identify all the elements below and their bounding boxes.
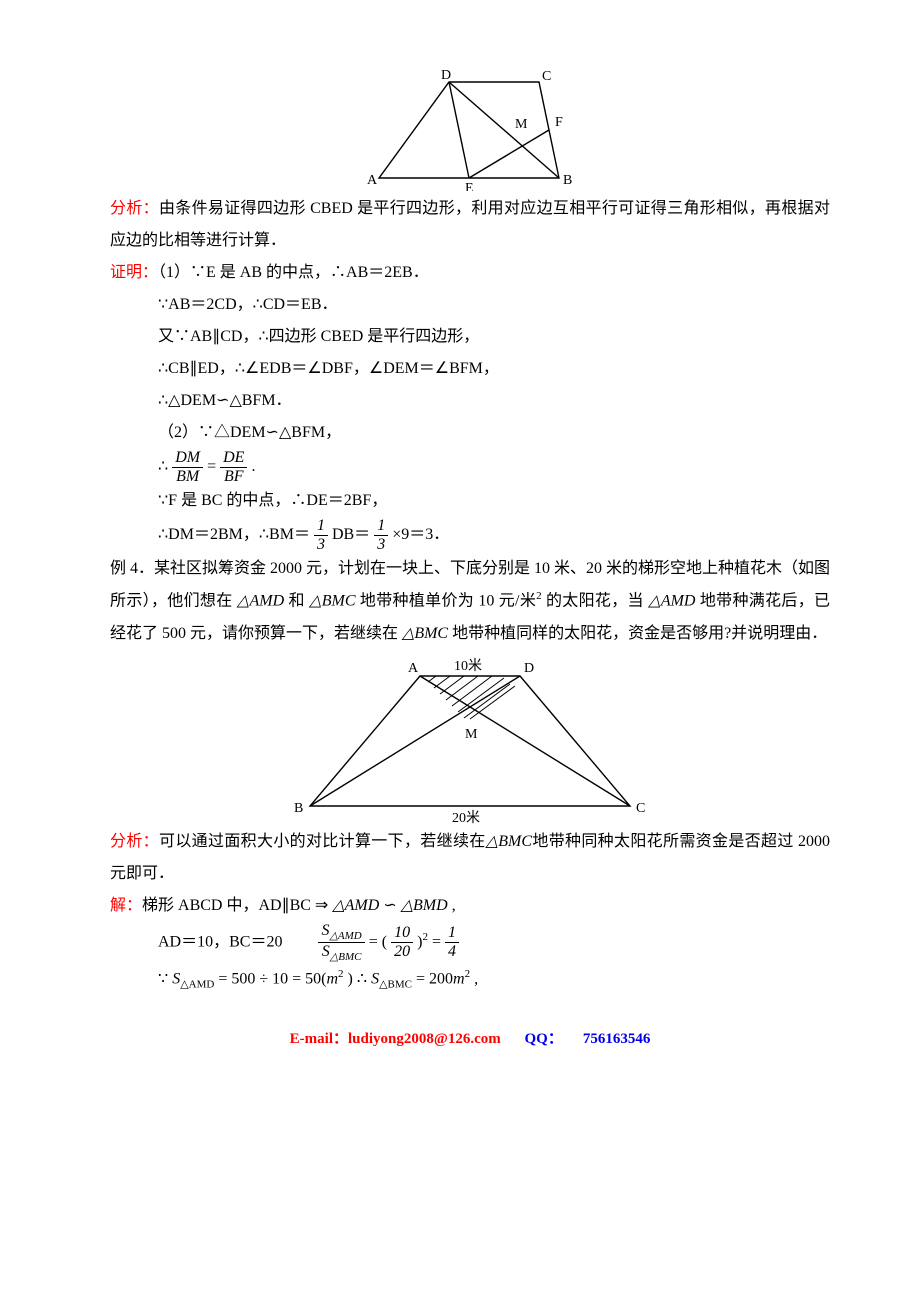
eq-open: = ( <box>369 933 387 950</box>
figure-trapezoid-2: A D B C M 10米 20米 <box>110 656 830 824</box>
fig2-label-top: 10米 <box>454 658 482 674</box>
l11a: ∵ <box>158 971 172 988</box>
proof-l2: ∵AB＝2CD，∴CD＝EB． <box>110 289 830 321</box>
fig1-label-E: E <box>465 181 474 191</box>
sup-2d: 2 <box>465 968 471 980</box>
footer-qq: 756163546 <box>583 1031 651 1047</box>
tri-AMD-2: △AMD <box>648 593 695 610</box>
frac-DM-BM: DM BM <box>172 449 203 485</box>
proof-l4: ∴CB∥ED，∴∠EDB＝∠DBF，∠DEM＝∠BFM， <box>110 353 830 385</box>
comma-1: , <box>448 897 456 914</box>
analysis-1: 分析：由条件易证得四边形 CBED 是平行四边形，利用对应边互相平行可证得三角形… <box>110 193 830 257</box>
frac-1-4: 1 4 <box>445 924 459 960</box>
analysis-1-label: 分析： <box>110 200 159 217</box>
proof-l5: ∴△DEM∽△BFM． <box>110 385 830 417</box>
proof-l9: ∴DM＝2BM，∴BM＝ 1 3 DB＝ 1 3 ×9＝3． <box>110 517 830 553</box>
frac-1-3b: 1 3 <box>374 517 388 553</box>
page: A B C D E F M 分析：由条件易证得四边形 CBED 是平行四边形，利… <box>0 0 920 1084</box>
frac-DE-BF: DE BF <box>220 449 247 485</box>
fig2-label-M: M <box>465 727 478 742</box>
proof-line-0: 证明：（1）∵E 是 AB 的中点，∴AB＝2EB． <box>110 257 830 289</box>
footer-mail-label: E-mail： <box>290 1031 348 1047</box>
analysis-2-body1: 可以通过面积大小的对比计算一下，若继续在 <box>159 833 486 850</box>
proof-l8: ∵F 是 BC 的中点，∴DE＝2BF， <box>110 485 830 517</box>
l11b: = 500 ÷ 10 = 50( <box>218 971 326 988</box>
proof-l9a: ∴DM＝2BM，∴BM＝ <box>158 526 310 543</box>
proof-l9c: ×9＝3． <box>392 526 449 543</box>
m2a: m <box>326 971 338 988</box>
footer-mail: ludiyong2008@126.com <box>348 1031 501 1047</box>
fig2-label-bottom: 20米 <box>452 810 480 824</box>
S2: S <box>371 971 379 988</box>
tri-BMC-1: △BMC <box>309 593 355 610</box>
frac-DE: DE <box>220 449 247 467</box>
fig2-label-C: C <box>636 801 645 816</box>
frac-BM: BM <box>172 467 203 486</box>
analysis-1-body: 由条件易证得四边形 CBED 是平行四边形，利用对应边互相平行可证得三角形相似，… <box>110 200 830 249</box>
sub-AMD-2: △AMD <box>180 979 214 991</box>
fig2-label-B: B <box>294 801 303 816</box>
sup-2c: 2 <box>338 968 344 980</box>
l11d: = 200 <box>416 971 453 988</box>
fig1-label-M: M <box>515 117 528 132</box>
ex4-c: 地带种植单价为 10 元/米 <box>360 593 536 610</box>
proof-l1: （1）∵E 是 AB 的中点，∴AB＝2EB． <box>158 264 429 281</box>
frac-10-20: 10 20 <box>391 924 413 960</box>
frac-1-3a: 1 3 <box>314 517 328 553</box>
tri-BMC-2: △BMC <box>402 625 448 642</box>
frac-S-ratio: S△AMD S△BMC <box>318 922 364 964</box>
eq-end: = <box>432 933 445 950</box>
l11c: ) ∴ <box>348 971 372 988</box>
tri-AMD-3: △AMD <box>332 897 379 914</box>
ex4-d: 的太阳花，当 <box>546 593 644 610</box>
l10a: AD＝10，BC＝20 <box>158 933 314 950</box>
tri-BMC-3: △BMC <box>486 833 532 850</box>
fig1-label-C: C <box>542 69 551 84</box>
m2b: m <box>453 971 465 988</box>
l11e: , <box>474 971 478 988</box>
analysis-2-label: 分析： <box>110 833 159 850</box>
figure-trapezoid-1: A B C D E F M <box>110 66 830 191</box>
fig1-label-B: B <box>563 173 572 188</box>
proof-l6: （2）∵△DEM∽△BFM， <box>110 417 830 449</box>
fig1-label-D: D <box>441 68 451 83</box>
example-4: 例 4．某社区拟筹资金 2000 元，计划在一块上、下底分别是 10 米、20 … <box>110 553 830 649</box>
ex4-b: 和 <box>288 593 304 610</box>
frac-BF: BF <box>220 467 247 486</box>
footer-qq-label: QQ： <box>524 1031 562 1047</box>
fig1-label-A: A <box>367 173 378 188</box>
fig2-svg: A D B C M 10米 20米 <box>290 656 650 824</box>
S1: S <box>172 971 180 988</box>
fig1-svg: A B C D E F M <box>365 66 575 191</box>
tri-AMD-1: △AMD <box>237 593 284 610</box>
sup-2a: 2 <box>536 590 542 602</box>
sup-2b: 2 <box>422 931 428 943</box>
proof-l3: 又∵AB∥CD，∴四边形 CBED 是平行四边形， <box>110 321 830 353</box>
frac-DM: DM <box>172 449 203 467</box>
fig2-label-D: D <box>524 661 534 676</box>
fig2-label-A: A <box>408 661 419 676</box>
tri-BMD-1: △BMD <box>401 897 448 914</box>
proof-l9b: DB＝ <box>332 526 370 543</box>
solution-line-0: 解：梯形 ABCD 中，AD∥BC ⇒ △AMD ∽ △BMD , <box>110 890 830 922</box>
fig1-label-F: F <box>555 115 563 130</box>
ex4-f: 地带种植同样的太阳花，资金是否够用?并说明理由． <box>452 625 827 642</box>
proof-l7: ∴ DM BM = DE BF . <box>110 449 830 485</box>
solution-label: 解： <box>110 897 142 914</box>
proof-label: 证明： <box>110 264 158 281</box>
sim-1: ∽ <box>379 897 400 914</box>
sub-BMC-2: △BMC <box>379 979 412 991</box>
footer: E-mail：ludiyong2008@126.com QQ： 756163546 <box>110 1024 830 1054</box>
solution-body: 梯形 ABCD 中，AD∥BC ⇒ <box>142 897 332 914</box>
solution-l10: AD＝10，BC＝20 S△AMD S△BMC = ( 10 20 )2 = 1… <box>110 922 830 964</box>
analysis-2: 分析：可以通过面积大小的对比计算一下，若继续在△BMC地带种同种太阳花所需资金是… <box>110 826 830 890</box>
solution-l11: ∵ S△AMD = 500 ÷ 10 = 50(m2 ) ∴ S△BMC = 2… <box>110 963 830 996</box>
